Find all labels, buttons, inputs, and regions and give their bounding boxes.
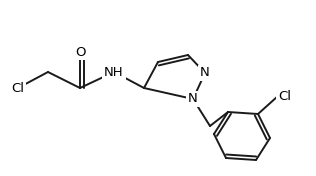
Text: N: N xyxy=(188,93,198,105)
Text: O: O xyxy=(75,46,85,58)
Text: Cl: Cl xyxy=(11,81,25,95)
Text: N: N xyxy=(200,67,210,80)
Text: NH: NH xyxy=(104,65,124,78)
Text: Cl: Cl xyxy=(278,90,291,102)
